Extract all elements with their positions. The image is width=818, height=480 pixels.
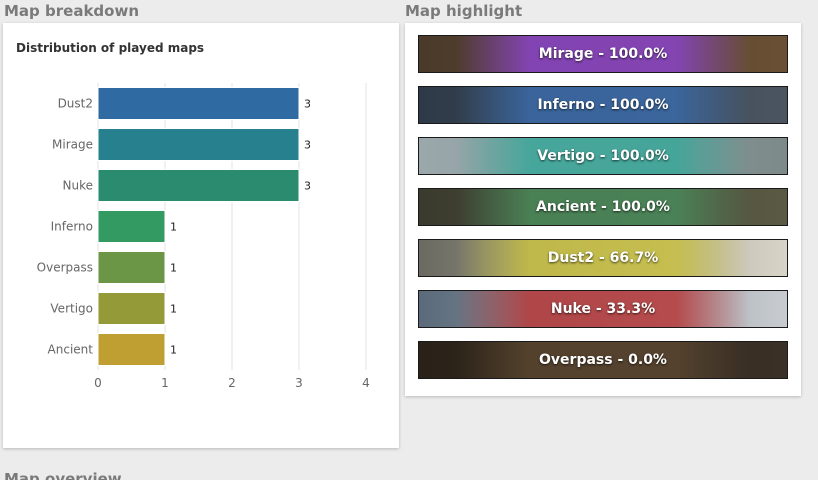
- map-overview-heading: Map overview: [4, 470, 122, 480]
- bar-value-label: 3: [304, 98, 311, 111]
- map-highlight-label: Inferno - 100.0%: [537, 97, 669, 113]
- map-breakdown-heading: Map breakdown: [4, 2, 139, 20]
- map-highlight-label: Mirage - 100.0%: [538, 46, 668, 62]
- category-label: Nuke: [63, 179, 94, 193]
- map-highlight-mirage: Mirage - 100.0%: [418, 35, 788, 73]
- map-highlight-label: Vertigo - 100.0%: [537, 148, 669, 164]
- map-tint-overlay: [455, 342, 751, 378]
- bar-value-label: 3: [304, 139, 311, 152]
- bar-nuke: [97, 169, 300, 202]
- bar-dust2: [97, 87, 300, 120]
- x-tick-label: 1: [161, 376, 169, 390]
- map-tint-overlay: [455, 291, 751, 327]
- category-label: Overpass: [37, 261, 93, 275]
- map-tint-overlay: [455, 240, 751, 276]
- bar-overpass: [97, 251, 166, 284]
- category-label: Ancient: [48, 343, 94, 357]
- bar-inferno: [97, 210, 166, 243]
- map-highlight-label: Nuke - 33.3%: [550, 301, 656, 317]
- map-highlight-nuke: Nuke - 33.3%: [418, 290, 788, 328]
- map-highlight-overpass: Overpass - 0.0%: [418, 341, 788, 379]
- map-tint-overlay: [455, 87, 751, 123]
- map-highlight-label: Dust2 - 66.7%: [547, 250, 659, 266]
- bar-ancient: [97, 333, 166, 366]
- chart-title: Distribution of played maps: [16, 41, 205, 55]
- played-maps-bar-chart: 0 1 2 3 4 Dust2 3 Mirage 3 Nuke 3 Inferno 1 Overpass 1…: [37, 83, 370, 390]
- x-tick-label: 3: [295, 376, 303, 390]
- map-tint-overlay: [455, 36, 751, 72]
- bar-vertigo: [97, 292, 166, 325]
- map-tint-overlay: [455, 138, 751, 174]
- bar-value-label: 1: [170, 303, 177, 316]
- map-highlight-label: Overpass - 0.0%: [539, 352, 667, 368]
- x-tick-label: 0: [94, 376, 102, 390]
- map-highlight-inferno: Inferno - 100.0%: [418, 86, 788, 124]
- map-highlight-heading: Map highlight: [405, 2, 523, 20]
- map-tint-overlay: [455, 189, 751, 225]
- map-breakdown-card: Distribution of played maps 0 1 2 3 4 Dust2 3 M…: [3, 23, 399, 448]
- category-label: Dust2: [58, 97, 93, 111]
- map-highlight-ancient: Ancient - 100.0%: [418, 188, 788, 226]
- bar-value-label: 1: [170, 221, 177, 234]
- map-highlight-label: Ancient - 100.0%: [536, 199, 670, 215]
- category-label: Mirage: [52, 138, 93, 152]
- map-highlight-card: Mirage - 100.0% Inferno - 100.0% Vertigo -…: [405, 23, 801, 396]
- x-tick-label: 4: [362, 376, 370, 390]
- bar-value-label: 3: [304, 180, 311, 193]
- category-label: Inferno: [51, 220, 93, 234]
- map-highlight-dust2: Dust2 - 66.7%: [418, 239, 788, 277]
- bar-mirage: [97, 128, 300, 161]
- x-tick-label: 2: [228, 376, 236, 390]
- bar-value-label: 1: [170, 262, 177, 275]
- category-label: Vertigo: [50, 302, 93, 316]
- bar-value-label: 1: [170, 344, 177, 357]
- map-highlight-vertigo: Vertigo - 100.0%: [418, 137, 788, 175]
